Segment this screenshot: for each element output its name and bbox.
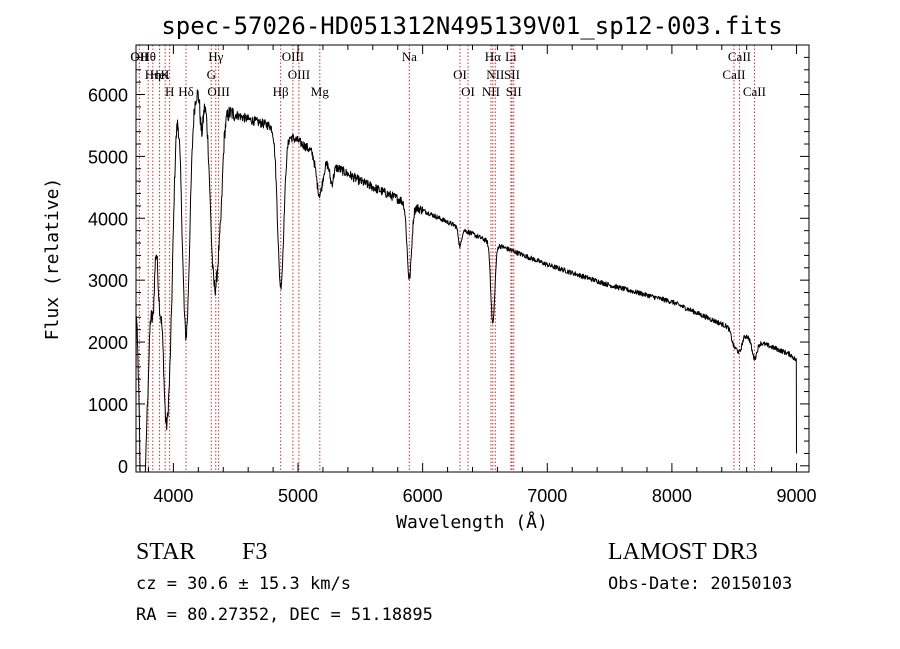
x-axis-ticks: 4000 5000 6000 7000 8000 9000 — [147, 45, 817, 506]
spectral-line-label: Hα — [485, 49, 501, 64]
y-tick-label: 6000 — [88, 86, 128, 106]
spectral-line-label: Hη — [145, 67, 161, 82]
chart-title: spec-57026-HD051312N495139V01_sp12-003.f… — [161, 12, 782, 40]
spectral-subclass: F3 — [242, 539, 267, 565]
spectral-line-label: Hγ — [208, 49, 223, 64]
survey-name: LAMOST DR3 — [608, 539, 758, 565]
y-tick-label: 1000 — [88, 395, 128, 415]
y-tick-label: 2000 — [88, 333, 128, 353]
redshift-cz: cz = 30.6 ± 15.3 km/s — [136, 574, 351, 594]
x-axis-label: Wavelength (Å) — [396, 511, 548, 533]
object-type: STAR — [136, 539, 195, 565]
spectral-line-label: NII — [486, 67, 504, 82]
spectral-line-label: G — [207, 67, 216, 82]
spectral-line-label: CaII — [722, 67, 745, 82]
spectral-line-label: OII — [130, 49, 148, 64]
spectral-line-label: CaII — [728, 49, 751, 64]
y-tick-label: 0 — [118, 457, 128, 477]
spectral-line-label: K — [160, 67, 170, 82]
x-tick-label: 4000 — [153, 486, 193, 506]
y-tick-label: 3000 — [88, 271, 128, 291]
y-axis-label: Flux (relative) — [42, 178, 63, 341]
x-tick-label: 7000 — [527, 486, 567, 506]
spectral-line-label: Hθ — [140, 49, 156, 64]
spectral-line-label: CaII — [743, 84, 766, 99]
x-tick-label: 6000 — [403, 486, 443, 506]
spectral-line-label: OI — [453, 67, 467, 82]
y-axis-ticks: 0 1000 2000 3000 4000 5000 6000 — [88, 56, 809, 477]
spectral-line-label: SII — [506, 84, 522, 99]
spectral-line-label: Hδ — [178, 84, 194, 99]
spectral-line-markers — [138, 45, 755, 472]
x-tick-label: 5000 — [278, 486, 318, 506]
x-tick-label: 8000 — [652, 486, 692, 506]
spectral-line-label: Li — [505, 49, 517, 64]
spectral-line-label: NII — [482, 84, 500, 99]
plot-frame — [135, 44, 810, 473]
spectral-line-label: H — [165, 84, 174, 99]
spectral-line-label: Mg — [311, 84, 330, 99]
spectral-line-label: HeI — [150, 67, 170, 82]
observation-date: Obs-Date: 20150103 — [608, 574, 792, 594]
spectral-line-label: OI — [461, 84, 475, 99]
spectral-line-label: OIII — [282, 49, 304, 64]
spectral-line-label: OIII — [288, 67, 310, 82]
spectral-line-label: Hβ — [273, 84, 289, 99]
y-tick-label: 4000 — [88, 209, 128, 229]
x-tick-label: 9000 — [777, 486, 817, 506]
spectral-line-label: OII — [130, 49, 148, 64]
spectrum-series-line — [135, 89, 797, 473]
spectral-line-labels: HθKHδOIIHeIHOIIHηOIIIHγGHβOIIIOIIIMgNaOI… — [130, 49, 766, 99]
spectral-line-label: Na — [402, 49, 417, 64]
spectral-line-label: OIII — [207, 84, 229, 99]
coordinates: RA = 80.27352, DEC = 51.18895 — [136, 605, 433, 625]
y-tick-label: 5000 — [88, 147, 128, 167]
spectral-line-label: SII — [504, 67, 520, 82]
